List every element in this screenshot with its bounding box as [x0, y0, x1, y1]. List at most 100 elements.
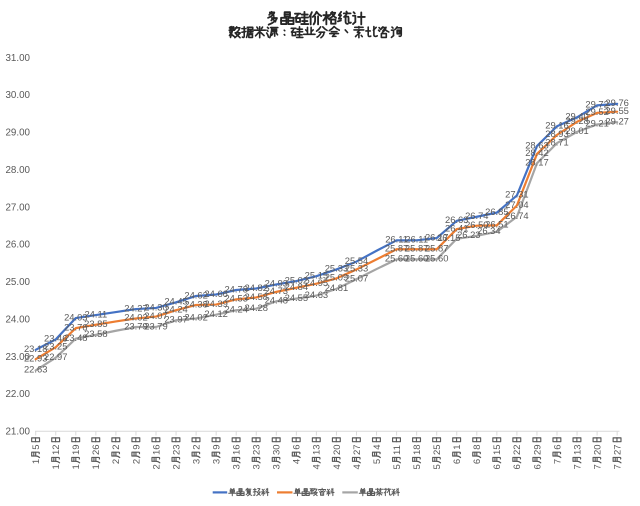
svg-text:24.30: 24.30	[144, 301, 167, 312]
svg-text:24.27: 24.27	[124, 302, 147, 313]
svg-text:25.60: 25.60	[385, 253, 408, 264]
svg-text:26.41: 26.41	[445, 222, 468, 233]
svg-text:4: 4	[312, 464, 323, 469]
svg-text:6: 6	[532, 464, 543, 469]
svg-text:12: 12	[51, 444, 62, 455]
svg-text:3: 3	[191, 459, 202, 464]
svg-text:29.16: 29.16	[545, 120, 568, 131]
svg-text:26.74: 26.74	[465, 210, 488, 221]
svg-text:25.60: 25.60	[425, 253, 448, 264]
svg-text:25.15: 25.15	[305, 269, 328, 280]
svg-text:29.76: 29.76	[605, 97, 628, 108]
svg-text:22: 22	[512, 444, 523, 455]
svg-text:18: 18	[412, 444, 423, 455]
svg-text:25.02: 25.02	[285, 274, 308, 285]
svg-text:25.87: 25.87	[425, 243, 448, 254]
svg-text:26.17: 26.17	[425, 231, 448, 242]
svg-text:24.48: 24.48	[265, 295, 288, 306]
svg-text:5: 5	[432, 464, 443, 469]
svg-text:24.93: 24.93	[265, 278, 288, 289]
svg-text:1: 1	[71, 464, 82, 469]
svg-text:25.87: 25.87	[405, 243, 428, 254]
svg-text:11: 11	[392, 445, 403, 455]
svg-text:21.00: 21.00	[5, 427, 30, 438]
svg-text:22.97: 22.97	[44, 351, 67, 362]
svg-text:7: 7	[612, 464, 623, 469]
svg-text:29.27: 29.27	[605, 115, 628, 126]
svg-text:25.07: 25.07	[345, 272, 368, 283]
svg-text:28.63: 28.63	[525, 139, 548, 150]
svg-text:24.24: 24.24	[164, 303, 187, 314]
svg-text:2: 2	[111, 459, 122, 464]
svg-text:23.48: 23.48	[64, 332, 87, 343]
svg-text:24.28: 24.28	[245, 302, 268, 313]
svg-text:16: 16	[151, 444, 162, 455]
svg-text:29.00: 29.00	[5, 128, 30, 139]
svg-text:27.00: 27.00	[5, 202, 30, 213]
svg-text:29: 29	[532, 444, 543, 455]
svg-text:5: 5	[372, 459, 383, 464]
svg-text:25.87: 25.87	[385, 243, 408, 254]
svg-text:25.33: 25.33	[345, 263, 368, 274]
svg-text:23.85: 23.85	[84, 318, 107, 329]
svg-text:24.38: 24.38	[184, 298, 207, 309]
svg-text:26.63: 26.63	[445, 214, 468, 225]
svg-text:6: 6	[452, 459, 463, 464]
svg-text:25.00: 25.00	[5, 277, 30, 288]
svg-text:29.01: 29.01	[565, 125, 588, 136]
svg-text:23.00: 23.00	[5, 352, 30, 363]
svg-text:23.58: 23.58	[84, 328, 107, 339]
svg-text:20: 20	[592, 444, 603, 455]
svg-text:19: 19	[71, 444, 82, 455]
svg-text:8: 8	[472, 444, 483, 449]
svg-text:26.51: 26.51	[485, 219, 508, 230]
svg-text:22.00: 22.00	[5, 389, 30, 400]
svg-text:26.74: 26.74	[505, 210, 528, 221]
svg-text:27: 27	[352, 444, 363, 455]
svg-text:2: 2	[131, 459, 142, 464]
svg-text:7: 7	[552, 459, 563, 464]
svg-text:26: 26	[91, 444, 102, 455]
svg-text:24.12: 24.12	[204, 308, 227, 319]
svg-text:29.21: 29.21	[585, 118, 608, 129]
svg-text:23: 23	[252, 444, 263, 455]
svg-text:24.78: 24.78	[224, 283, 247, 294]
svg-text:6: 6	[472, 459, 483, 464]
svg-text:24.58: 24.58	[245, 291, 268, 302]
svg-text:5: 5	[31, 444, 42, 449]
svg-text:24.63: 24.63	[305, 289, 328, 300]
svg-text:25.54: 25.54	[345, 255, 368, 266]
svg-text:26.11: 26.11	[405, 234, 428, 245]
svg-text:23.97: 23.97	[164, 314, 187, 325]
svg-text:25: 25	[432, 444, 443, 455]
svg-text:1: 1	[452, 444, 463, 449]
svg-text:4: 4	[332, 464, 343, 469]
svg-text:29.55: 29.55	[605, 105, 628, 116]
svg-text:26.00: 26.00	[5, 240, 30, 251]
svg-text:24.39: 24.39	[204, 298, 227, 309]
svg-text:2: 2	[111, 444, 122, 449]
svg-text:28.17: 28.17	[525, 157, 548, 168]
svg-text:4: 4	[352, 464, 363, 469]
svg-text:24.45: 24.45	[164, 296, 187, 307]
svg-text:23.46: 23.46	[44, 333, 67, 344]
svg-text:24.00: 24.00	[5, 315, 30, 326]
svg-text:6: 6	[292, 444, 303, 449]
svg-text:7: 7	[572, 464, 583, 469]
svg-text:29.40: 29.40	[565, 111, 588, 122]
svg-text:24.62: 24.62	[184, 289, 207, 300]
svg-text:26.23: 26.23	[457, 229, 480, 240]
svg-text:30: 30	[272, 444, 283, 455]
svg-text:3: 3	[232, 464, 243, 469]
svg-text:2: 2	[151, 464, 162, 469]
svg-text:6: 6	[492, 464, 503, 469]
svg-text:28.71: 28.71	[545, 136, 568, 147]
svg-text:5: 5	[412, 464, 423, 469]
svg-text:28.93: 28.93	[545, 128, 568, 139]
svg-text:2: 2	[171, 464, 182, 469]
svg-text:23.18: 23.18	[24, 343, 47, 354]
svg-text:24.03: 24.03	[64, 311, 87, 322]
svg-text:1: 1	[51, 464, 62, 469]
svg-text:26.50: 26.50	[465, 219, 488, 230]
svg-text:24.11: 24.11	[84, 308, 107, 319]
